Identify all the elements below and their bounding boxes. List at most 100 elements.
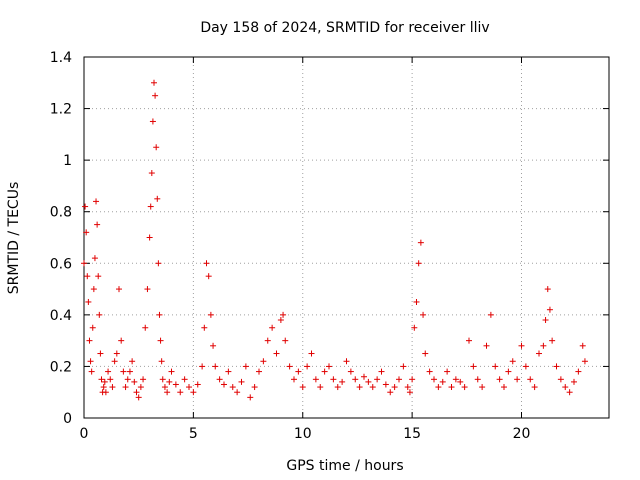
data-point — [116, 286, 122, 293]
data-point — [411, 324, 418, 331]
data-point — [426, 368, 433, 375]
data-point — [264, 337, 271, 344]
data-point — [225, 368, 232, 375]
data-point — [312, 376, 319, 383]
data-point — [549, 337, 556, 344]
data-point — [142, 324, 149, 331]
data-point — [304, 363, 311, 370]
data-point — [286, 363, 293, 370]
data-point — [164, 389, 171, 396]
data-point — [81, 260, 87, 267]
data-point — [387, 389, 394, 396]
data-point — [487, 311, 494, 318]
data-point — [89, 324, 96, 331]
data-point — [461, 384, 468, 391]
data-point — [159, 376, 166, 383]
data-point — [201, 324, 208, 331]
data-point — [422, 350, 429, 357]
data-point — [409, 376, 416, 383]
data-point — [256, 368, 262, 375]
data-point — [452, 376, 459, 383]
data-point — [391, 384, 398, 391]
data-point — [326, 363, 332, 370]
data-point — [277, 317, 284, 324]
data-point — [84, 273, 91, 280]
x-tick-label: 15 — [403, 426, 421, 442]
data-point — [124, 376, 131, 383]
data-point — [161, 384, 168, 391]
data-point — [544, 286, 551, 293]
data-point — [153, 144, 160, 151]
data-point — [154, 195, 161, 202]
data-point — [151, 79, 157, 86]
data-point — [536, 350, 542, 357]
y-tick-label: 0.4 — [50, 308, 72, 324]
data-point — [172, 381, 179, 388]
data-point — [98, 376, 105, 383]
data-point — [269, 324, 276, 331]
data-point — [146, 234, 153, 241]
data-point — [280, 311, 287, 318]
data-point — [334, 384, 341, 391]
data-point — [444, 368, 451, 375]
data-point — [347, 368, 354, 375]
data-point — [295, 368, 302, 375]
x-tick-label: 10 — [294, 426, 312, 442]
data-point — [137, 384, 144, 391]
data-point — [210, 342, 217, 349]
data-point — [420, 311, 427, 318]
plot-frame — [83, 56, 610, 419]
data-point — [122, 384, 129, 391]
data-point — [85, 298, 92, 305]
y-axis-title: SRMTID / TECUs — [6, 182, 22, 295]
y-tick-label: 0 — [63, 411, 72, 427]
data-point — [87, 358, 94, 365]
data-point — [330, 376, 337, 383]
data-point — [149, 118, 156, 125]
data-point — [439, 378, 446, 385]
y-tick-label: 1.2 — [50, 102, 72, 118]
data-point — [343, 358, 350, 365]
data-point — [457, 378, 464, 385]
data-point — [531, 384, 538, 391]
data-point — [148, 170, 155, 177]
data-point — [101, 378, 108, 385]
data-point — [133, 389, 140, 396]
data-point — [321, 368, 328, 375]
x-tick-label: 20 — [513, 426, 531, 442]
data-point — [120, 368, 127, 375]
data-point — [406, 389, 413, 396]
data-point — [216, 376, 223, 383]
data-point — [203, 260, 210, 267]
data-point — [514, 376, 521, 383]
data-point — [352, 376, 359, 383]
x-tick-label: 0 — [80, 426, 89, 442]
data-points — [81, 79, 588, 401]
data-point — [415, 260, 422, 267]
data-point — [496, 376, 503, 383]
data-point — [242, 363, 249, 370]
data-point — [470, 363, 477, 370]
data-point — [492, 363, 499, 370]
data-point — [317, 384, 324, 391]
data-point — [158, 358, 165, 365]
data-point — [247, 394, 254, 401]
data-point — [579, 342, 586, 349]
data-point — [566, 389, 573, 396]
data-point — [404, 384, 411, 391]
data-point — [212, 363, 219, 370]
data-point — [126, 368, 133, 375]
data-point — [118, 337, 125, 344]
data-point — [86, 337, 93, 344]
data-point — [113, 350, 120, 357]
data-point — [542, 317, 549, 324]
data-point — [107, 376, 114, 383]
data-point — [238, 378, 245, 385]
data-point — [100, 384, 107, 391]
data-point — [382, 381, 389, 388]
data-point — [413, 298, 420, 305]
data-point — [91, 255, 98, 262]
data-point — [417, 239, 424, 246]
data-point — [93, 198, 100, 205]
